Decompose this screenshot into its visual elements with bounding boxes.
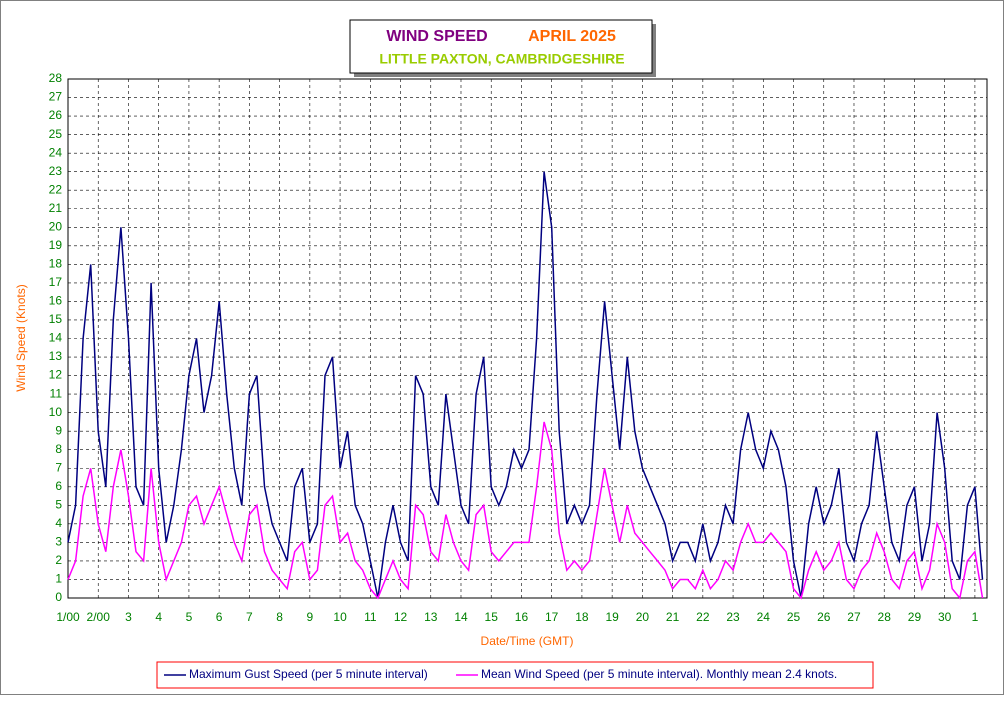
x-tick-label: 16	[515, 610, 529, 624]
y-tick-label: 24	[49, 145, 63, 159]
x-tick-label: 15	[485, 610, 499, 624]
x-axis-label: Date/Time (GMT)	[481, 634, 574, 648]
y-tick-label: 3	[55, 535, 62, 549]
x-tick-label: 2/00	[87, 610, 111, 624]
x-tick-label: 18	[575, 610, 589, 624]
y-tick-label: 17	[49, 275, 63, 289]
x-tick-label: 13	[424, 610, 438, 624]
x-tick-label: 21	[666, 610, 680, 624]
x-tick-label: 14	[454, 610, 468, 624]
y-tick-label: 22	[49, 182, 63, 196]
x-tick-label: 24	[757, 610, 771, 624]
legend-label: Mean Wind Speed (per 5 minute interval).…	[481, 667, 837, 681]
y-tick-label: 28	[49, 71, 63, 85]
y-tick-label: 16	[49, 294, 63, 308]
y-tick-label: 10	[49, 405, 63, 419]
x-tick-label: 9	[306, 610, 313, 624]
y-tick-label: 18	[49, 257, 63, 271]
y-tick-label: 13	[49, 349, 63, 363]
x-tick-label: 5	[186, 610, 193, 624]
y-tick-label: 11	[50, 386, 63, 400]
x-tick-label: 23	[726, 610, 740, 624]
series-lines	[67, 171, 984, 600]
x-tick-label: 19	[605, 610, 619, 624]
y-tick-label: 25	[49, 127, 63, 141]
series-line	[67, 171, 984, 599]
y-tick-label: 27	[49, 90, 63, 104]
x-tick-label: 28	[878, 610, 892, 624]
y-tick-label: 4	[55, 516, 62, 530]
x-tick-label: 1	[972, 610, 979, 624]
y-tick-label: 19	[49, 238, 63, 252]
legend	[156, 661, 874, 689]
title-box	[349, 19, 653, 74]
y-tick-label: 14	[49, 331, 63, 345]
x-tick-label: 1/00	[56, 610, 80, 624]
x-tick-label: 17	[545, 610, 559, 624]
y-tick-label: 8	[55, 442, 62, 456]
chart-subtitle: LITTLE PAXTON, CAMBRIDGESHIRE	[379, 51, 624, 67]
x-tick-label: 8	[276, 610, 283, 624]
y-tick-label: 26	[49, 108, 63, 122]
x-tick-label: 22	[696, 610, 710, 624]
y-tick-label: 9	[55, 423, 62, 437]
tick-labels: 0123456789101112131415161718192021222324…	[49, 71, 979, 624]
y-tick-label: 20	[49, 219, 63, 233]
x-tick-label: 25	[787, 610, 801, 624]
y-tick-label: 2	[55, 553, 62, 567]
y-tick-label: 6	[55, 479, 62, 493]
y-tick-label: 1	[55, 572, 62, 586]
x-tick-label: 10	[333, 610, 347, 624]
x-tick-label: 29	[908, 610, 922, 624]
y-tick-label: 15	[49, 312, 63, 326]
y-tick-label: 23	[49, 164, 63, 178]
y-tick-label: 21	[49, 201, 63, 215]
x-tick-label: 12	[394, 610, 408, 624]
y-axis-label: Wind Speed (Knots)	[14, 284, 28, 391]
series-line	[67, 421, 984, 600]
x-tick-label: 30	[938, 610, 952, 624]
plot-area	[67, 78, 988, 599]
y-tick-label: 12	[49, 368, 63, 382]
chart-title-period: APRIL 2025	[528, 28, 616, 45]
x-tick-label: 27	[847, 610, 861, 624]
y-tick-label: 5	[55, 497, 62, 511]
x-tick-label: 11	[364, 610, 377, 624]
x-tick-label: 6	[216, 610, 223, 624]
y-tick-label: 7	[55, 460, 62, 474]
legend-label: Maximum Gust Speed (per 5 minute interva…	[189, 667, 428, 681]
x-tick-label: 26	[817, 610, 831, 624]
x-tick-label: 20	[636, 610, 650, 624]
x-tick-label: 3	[125, 610, 132, 624]
chart-title: WIND SPEED	[386, 28, 487, 45]
x-tick-label: 7	[246, 610, 253, 624]
y-tick-label: 0	[55, 590, 62, 604]
x-tick-label: 4	[155, 610, 162, 624]
